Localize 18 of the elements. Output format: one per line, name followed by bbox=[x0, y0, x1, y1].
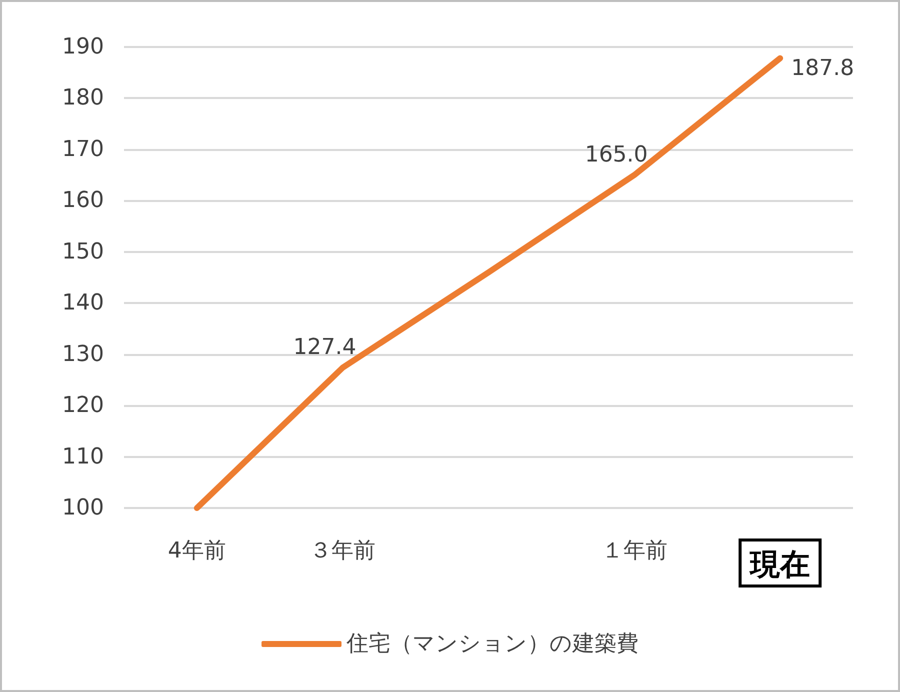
y-tick-label: 190 bbox=[62, 34, 104, 60]
data-label: 165.0 bbox=[584, 142, 648, 168]
x-tick-label: １年前 bbox=[601, 538, 668, 564]
y-tick-label: 180 bbox=[62, 86, 104, 111]
y-tick-label: 130 bbox=[62, 342, 104, 367]
y-tick-label: 140 bbox=[62, 290, 104, 316]
y-tick-label: 100 bbox=[62, 496, 104, 520]
x-tick-label: 現在 bbox=[749, 548, 810, 582]
y-tick-label: 170 bbox=[62, 136, 104, 162]
y-tick-label: 110 bbox=[62, 444, 104, 470]
data-label: 187.8 bbox=[791, 56, 854, 81]
y-tick-label: 160 bbox=[62, 188, 104, 214]
data-label: 127.4 bbox=[293, 335, 356, 360]
x-tick-label: ３年前 bbox=[310, 538, 376, 564]
y-tick-label: 120 bbox=[62, 393, 104, 418]
y-tick-label: 150 bbox=[62, 239, 104, 264]
legend-label: 住宅（マンション）の建築費 bbox=[346, 632, 638, 656]
x-tick-label: 4年前 bbox=[168, 538, 226, 564]
